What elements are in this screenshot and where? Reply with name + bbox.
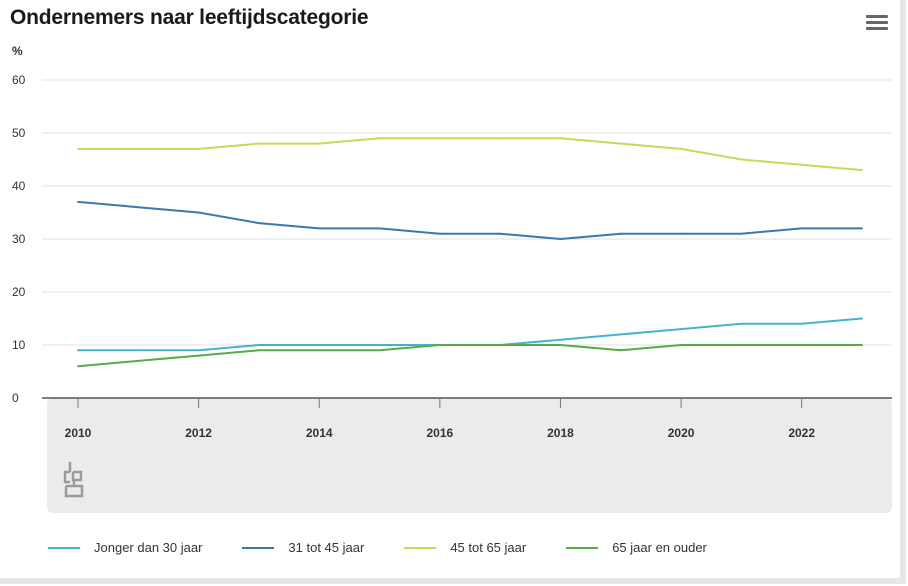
data-point — [197, 349, 200, 352]
y-tick-label: 60 — [12, 73, 26, 87]
data-point — [137, 148, 140, 150]
data-point — [378, 344, 381, 346]
data-point — [77, 349, 79, 352]
data-point — [318, 227, 321, 230]
legend-swatch — [242, 546, 275, 549]
data-point — [137, 206, 140, 209]
series-line-4 — [77, 344, 862, 368]
data-point — [800, 322, 803, 325]
legend-label: 45 tot 65 jaar — [450, 540, 527, 555]
data-point — [740, 322, 743, 325]
legend-item[interactable]: 31 tot 45 jaar — [242, 540, 364, 555]
data-point — [800, 163, 803, 166]
data-point — [77, 201, 79, 203]
legend-label: 31 tot 45 jaar — [288, 540, 365, 555]
legend-item[interactable]: Jonger dan 30 jaar — [48, 540, 202, 555]
legend-swatch — [48, 546, 80, 549]
x-tick-label: 2014 — [306, 426, 333, 440]
data-point — [559, 344, 562, 346]
data-point — [680, 232, 682, 235]
x-tick-label: 2012 — [185, 426, 212, 440]
x-tick-label: 2020 — [668, 426, 695, 440]
data-point — [258, 349, 260, 352]
legend-label: 65 jaar en ouder — [612, 540, 707, 555]
data-point — [559, 238, 562, 240]
data-point — [800, 227, 803, 230]
x-tick-label: 2010 — [65, 426, 92, 440]
data-point — [800, 344, 803, 346]
x-axis-band — [47, 398, 892, 513]
data-point — [258, 142, 260, 145]
series-line-2 — [77, 200, 862, 240]
data-point — [559, 137, 562, 140]
x-tick-label: 2016 — [426, 426, 453, 440]
data-point — [740, 232, 743, 235]
data-point — [619, 349, 622, 352]
series-line-3 — [78, 137, 863, 172]
data-point — [861, 227, 863, 230]
data-point — [197, 354, 200, 357]
data-point — [861, 317, 863, 320]
hamburger-menu-icon[interactable] — [866, 15, 888, 33]
data-point — [740, 344, 743, 346]
x-tick-label: 2022 — [788, 426, 815, 440]
cbs-logo-icon — [63, 462, 84, 498]
data-point — [137, 360, 140, 362]
data-point — [318, 349, 321, 352]
data-point — [258, 222, 260, 225]
data-point — [197, 211, 200, 214]
legend-swatch — [566, 546, 599, 549]
data-point — [619, 333, 622, 336]
chart-title: Ondernemers naar leeftijdscategorie — [10, 6, 369, 29]
data-point — [137, 349, 140, 352]
legend-label: Jonger dan 30 jaar — [94, 540, 203, 555]
y-tick-label: 10 — [12, 338, 26, 352]
data-point — [77, 148, 79, 150]
y-tick-label: 30 — [12, 232, 26, 246]
data-point — [77, 365, 79, 368]
data-point — [619, 232, 622, 235]
data-point — [378, 137, 381, 140]
data-point — [680, 344, 682, 346]
data-point — [680, 148, 682, 150]
y-tick-label: 0 — [12, 391, 19, 405]
data-point — [438, 137, 441, 140]
data-point — [318, 344, 321, 346]
legend-swatch — [404, 546, 437, 549]
y-axis-unit-label: % — [12, 44, 23, 58]
data-point — [680, 328, 682, 330]
data-point — [378, 349, 381, 352]
line-chart: 0 10 20 30 40 50 60 2010 2012 2014 2016 2018 2020 20… — [12, 73, 892, 513]
data-point — [559, 338, 562, 341]
data-point — [318, 142, 321, 145]
y-tick-label: 50 — [12, 126, 26, 140]
legend-item[interactable]: 45 tot 65 jaar — [404, 540, 526, 555]
data-point — [258, 344, 260, 346]
chart-legend: Jonger dan 30 jaar 31 tot 45 jaar 45 tot 6… — [48, 540, 747, 555]
data-point — [197, 148, 200, 150]
data-point — [861, 169, 863, 172]
x-tick-label: 2018 — [547, 426, 574, 440]
y-tick-label: 20 — [12, 285, 26, 299]
legend-item[interactable]: 65 jaar en ouder — [566, 540, 707, 555]
data-point — [619, 142, 622, 145]
data-point — [438, 232, 441, 235]
data-point — [861, 344, 863, 346]
data-point — [499, 232, 502, 235]
data-point — [499, 344, 502, 346]
y-tick-label: 40 — [12, 179, 26, 193]
data-point — [378, 227, 381, 230]
data-point — [499, 137, 502, 140]
data-point — [438, 344, 441, 346]
data-point — [740, 158, 743, 161]
